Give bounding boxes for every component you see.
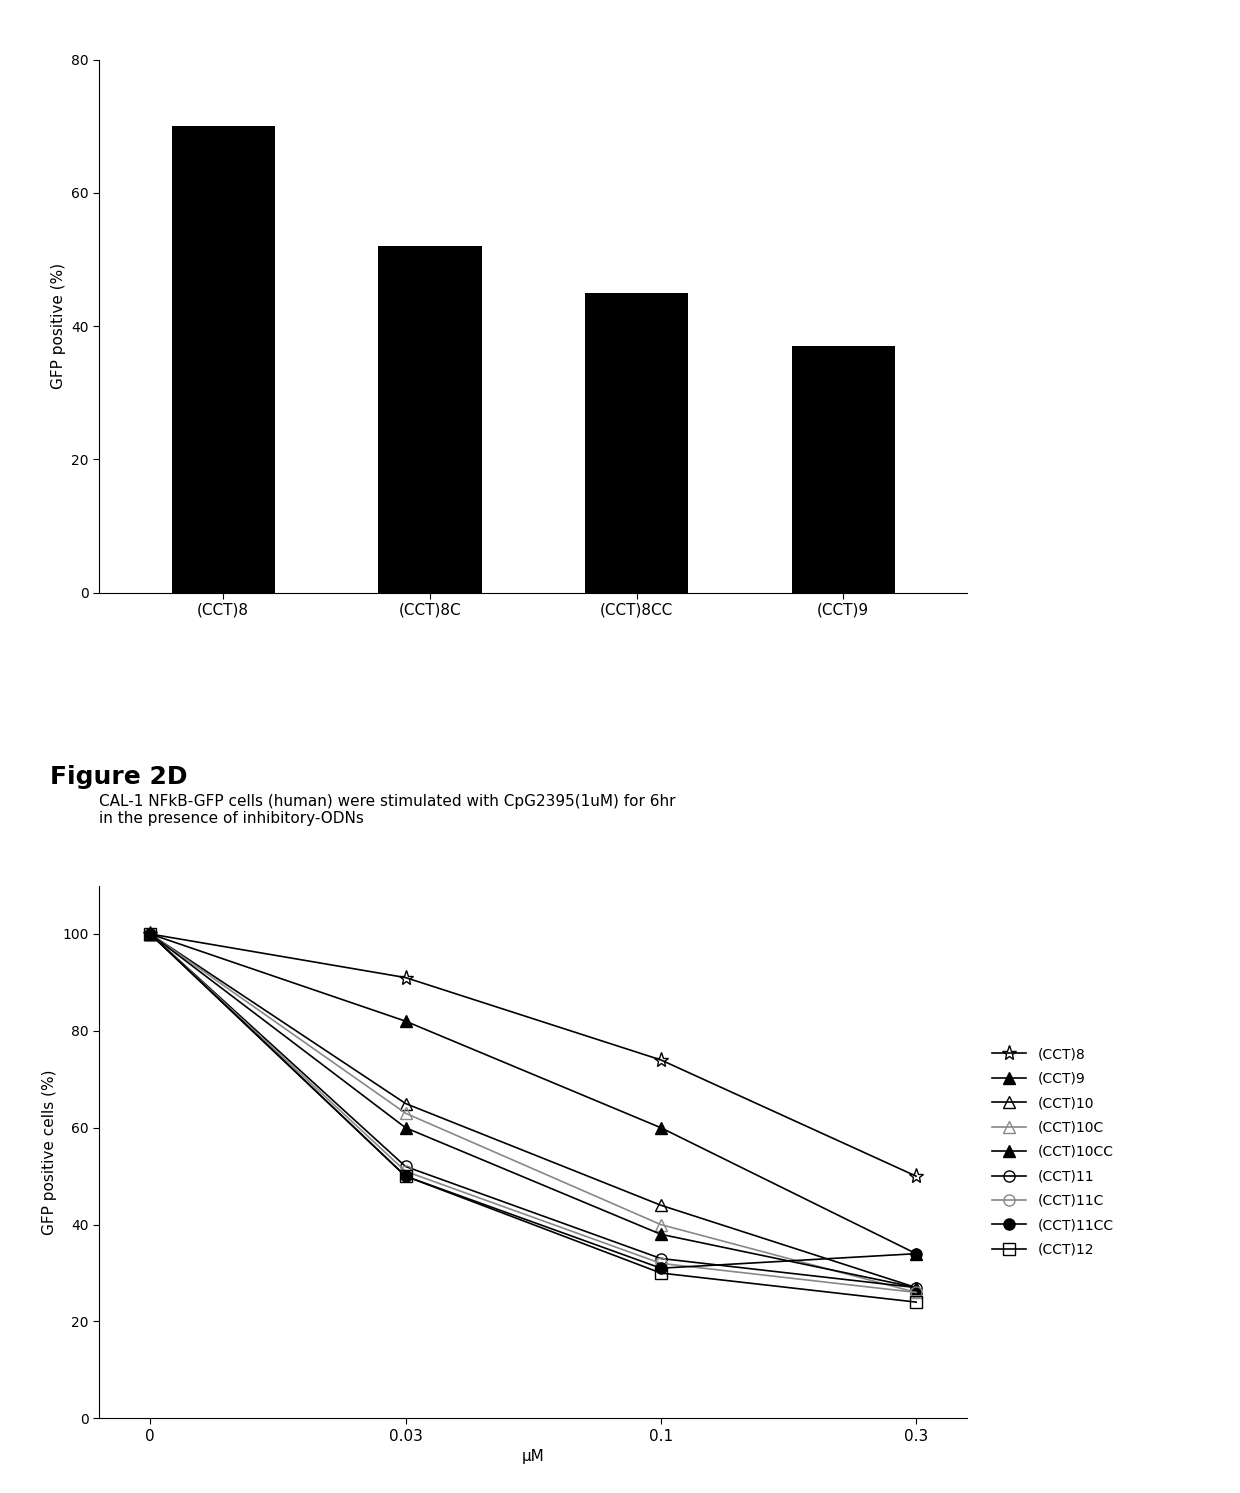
Line: (CCT)11CC: (CCT)11CC: [145, 929, 921, 1274]
(CCT)11: [143, 926, 157, 944]
Legend: (CCT)8, (CCT)9, (CCT)10, (CCT)10C, (CCT)10CC, (CCT)11, (CCT)11C, (CCT)11CC, (CCT: (CCT)8, (CCT)9, (CCT)10, (CCT)10C, (CCT)…: [992, 1047, 1114, 1257]
(CCT)10: [909, 1278, 924, 1296]
(CCT)12: [653, 1265, 668, 1282]
(CCT)12: [143, 926, 157, 944]
Y-axis label: GFP positive cells (%): GFP positive cells (%): [42, 1069, 57, 1235]
Line: (CCT)11C: (CCT)11C: [145, 929, 921, 1297]
(CCT)11CC: [909, 1245, 924, 1263]
Bar: [791, 346, 895, 593]
(CCT)11C: [909, 1284, 924, 1302]
(CCT)10CC: [398, 1118, 413, 1136]
Line: (CCT)12: (CCT)12: [145, 929, 921, 1308]
(CCT)10: [398, 1094, 413, 1112]
(CCT)11CC: [143, 926, 157, 944]
(CCT)10: [653, 1196, 668, 1214]
Line: (CCT)8: (CCT)8: [143, 926, 924, 1184]
Y-axis label: GFP positive (%): GFP positive (%): [51, 263, 66, 390]
(CCT)10CC: [143, 926, 157, 944]
(CCT)9: [909, 1245, 924, 1263]
(CCT)11: [653, 1250, 668, 1268]
(CCT)10C: [909, 1284, 924, 1302]
(CCT)10CC: [653, 1226, 668, 1244]
(CCT)8: [909, 1168, 924, 1185]
Text: CAL-1 NFkB-GFP cells (human) were stimulated with CpG2395(1uM) for 6hr
in the pr: CAL-1 NFkB-GFP cells (human) were stimul…: [99, 794, 676, 826]
Text: Figure 2D: Figure 2D: [50, 764, 187, 788]
(CCT)12: [398, 1168, 413, 1185]
(CCT)9: [143, 926, 157, 944]
Bar: [378, 246, 481, 593]
(CCT)12: [909, 1293, 924, 1311]
(CCT)11CC: [653, 1259, 668, 1277]
Line: (CCT)11: (CCT)11: [145, 929, 921, 1293]
(CCT)9: [398, 1012, 413, 1030]
Line: (CCT)10: (CCT)10: [145, 929, 921, 1293]
(CCT)8: [653, 1051, 668, 1069]
(CCT)10C: [143, 926, 157, 944]
(CCT)10: [143, 926, 157, 944]
(CCT)8: [398, 969, 413, 987]
(CCT)8: [143, 926, 157, 944]
(CCT)11C: [143, 926, 157, 944]
(CCT)9: [653, 1118, 668, 1136]
Bar: [585, 293, 688, 593]
(CCT)11: [909, 1278, 924, 1296]
Line: (CCT)10C: (CCT)10C: [145, 929, 921, 1297]
(CCT)10C: [653, 1215, 668, 1233]
X-axis label: μM: μM: [522, 1450, 544, 1465]
Line: (CCT)10CC: (CCT)10CC: [145, 929, 921, 1293]
Bar: [171, 127, 275, 593]
Line: (CCT)9: (CCT)9: [145, 929, 921, 1259]
(CCT)10C: [398, 1105, 413, 1123]
(CCT)11: [398, 1157, 413, 1175]
(CCT)11C: [653, 1254, 668, 1272]
(CCT)11CC: [398, 1168, 413, 1185]
(CCT)10CC: [909, 1278, 924, 1296]
(CCT)11C: [398, 1163, 413, 1181]
